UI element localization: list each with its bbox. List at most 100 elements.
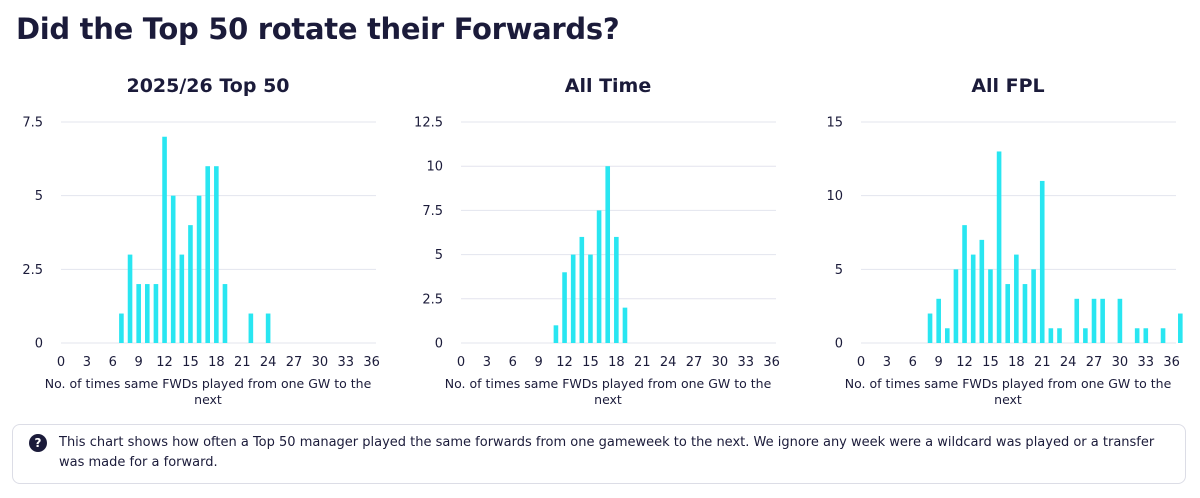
- bar[interactable]: [170, 195, 176, 343]
- x-tick-label: 33: [1138, 355, 1155, 370]
- x-tick-label: 21: [634, 355, 651, 370]
- y-tick-label: 2.5: [22, 263, 43, 278]
- x-tick-label: 30: [312, 355, 329, 370]
- x-tick-label: 27: [686, 355, 703, 370]
- x-tick-label: 30: [1112, 355, 1129, 370]
- bar[interactable]: [970, 254, 976, 343]
- bar[interactable]: [562, 272, 567, 343]
- bar[interactable]: [179, 254, 185, 343]
- bar[interactable]: [596, 210, 602, 343]
- x-tick-label: 24: [660, 355, 677, 370]
- y-tick-label: 15: [826, 116, 843, 131]
- bar[interactable]: [979, 239, 985, 343]
- bar[interactable]: [1031, 269, 1036, 343]
- bar[interactable]: [248, 313, 254, 343]
- bar[interactable]: [145, 284, 150, 343]
- bar[interactable]: [1039, 180, 1045, 343]
- x-tick-label: 33: [738, 355, 755, 370]
- bar[interactable]: [588, 254, 593, 343]
- x-tick-label: 18: [208, 355, 225, 370]
- x-tick-label: 0: [57, 355, 65, 370]
- y-tick-label: 12.5: [414, 116, 443, 131]
- bar[interactable]: [1100, 298, 1105, 343]
- x-tick-label: 18: [608, 355, 625, 370]
- bar[interactable]: [1160, 328, 1166, 343]
- bar[interactable]: [927, 313, 933, 343]
- bar[interactable]: [1117, 298, 1123, 343]
- bar[interactable]: [153, 284, 159, 343]
- chart-panel-all-time: All Time 0 2.5 5 7.5 10 12.5 0 3 6 9 12 15 18 21 24 27 30…: [400, 70, 800, 415]
- x-axis-label: No. of times same FWDs played from one G…: [445, 376, 772, 407]
- chart-panel-top50: 2025/26 Top 50 0 2.5 5 7.5 0 3 6 9 12 15 18 21 24 27 30…: [0, 70, 400, 415]
- bar[interactable]: [1143, 328, 1149, 343]
- bar[interactable]: [605, 166, 611, 343]
- bar[interactable]: [579, 236, 585, 343]
- y-tick-label: 0: [835, 337, 843, 352]
- info-text: This chart shows how often a Top 50 mana…: [59, 435, 1155, 470]
- bar[interactable]: [127, 254, 133, 343]
- chart-title: All FPL: [971, 75, 1044, 97]
- bar[interactable]: [962, 225, 967, 343]
- bar[interactable]: [1178, 313, 1183, 343]
- bar[interactable]: [953, 269, 959, 343]
- page-title: Did the Top 50 rotate their Forwards?: [16, 12, 620, 46]
- x-tick-label: 18: [1008, 355, 1025, 370]
- x-tick-label: 6: [909, 355, 917, 370]
- chart-title: All Time: [565, 75, 652, 97]
- x-tick-label: 27: [1086, 355, 1103, 370]
- bar[interactable]: [1057, 328, 1062, 343]
- bar[interactable]: [188, 225, 193, 343]
- y-tick-label: 2.5: [422, 292, 443, 307]
- bar[interactable]: [136, 284, 141, 343]
- y-tick-label: 0: [435, 337, 443, 352]
- bar[interactable]: [1074, 298, 1080, 343]
- bar[interactable]: [570, 254, 576, 343]
- x-tick-label: 36: [763, 355, 780, 370]
- bar[interactable]: [162, 136, 167, 343]
- y-tick-label: 10: [426, 160, 443, 175]
- x-axis-label: No. of times same FWDs played from one G…: [45, 376, 372, 407]
- x-tick-label: 24: [1060, 355, 1077, 370]
- x-tick-label: 15: [982, 355, 999, 370]
- y-tick-label: 0: [35, 337, 43, 352]
- x-tick-label: 12: [156, 355, 173, 370]
- x-tick-label: 9: [935, 355, 943, 370]
- bar[interactable]: [553, 325, 559, 343]
- x-tick-label: 9: [135, 355, 143, 370]
- bar[interactable]: [214, 166, 219, 343]
- x-tick-label: 3: [883, 355, 891, 370]
- bar[interactable]: [1014, 254, 1019, 343]
- x-tick-label: 3: [83, 355, 91, 370]
- x-axis-label: No. of times same FWDs played from one G…: [845, 376, 1172, 407]
- bar[interactable]: [945, 328, 950, 343]
- bar[interactable]: [222, 284, 228, 343]
- bar[interactable]: [614, 236, 619, 343]
- bar[interactable]: [622, 307, 628, 343]
- bar[interactable]: [1005, 284, 1011, 343]
- x-tick-label: 12: [556, 355, 573, 370]
- bar[interactable]: [1048, 328, 1054, 343]
- bar[interactable]: [205, 166, 211, 343]
- bar[interactable]: [196, 195, 202, 343]
- y-tick-label: 5: [835, 263, 843, 278]
- info-note: ? This chart shows how often a Top 50 ma…: [12, 424, 1186, 484]
- bar[interactable]: [1083, 328, 1088, 343]
- bar[interactable]: [988, 269, 993, 343]
- chart-panel-all-fpl: All FPL 0 5 10 15 0 3 6 9 12 15 18 21 24 27 30 33 36 No. o…: [800, 70, 1200, 415]
- x-tick-label: 15: [182, 355, 199, 370]
- x-tick-label: 0: [857, 355, 865, 370]
- x-tick-label: 0: [457, 355, 465, 370]
- bar[interactable]: [1022, 284, 1028, 343]
- x-tick-label: 9: [535, 355, 543, 370]
- bar[interactable]: [1091, 298, 1097, 343]
- bar[interactable]: [936, 298, 941, 343]
- bar[interactable]: [996, 151, 1002, 343]
- bar[interactable]: [1134, 328, 1140, 343]
- x-tick-label: 15: [582, 355, 599, 370]
- bar[interactable]: [265, 313, 271, 343]
- x-tick-label: 27: [286, 355, 303, 370]
- x-tick-label: 30: [712, 355, 729, 370]
- x-tick-label: 6: [109, 355, 117, 370]
- bar[interactable]: [119, 313, 124, 343]
